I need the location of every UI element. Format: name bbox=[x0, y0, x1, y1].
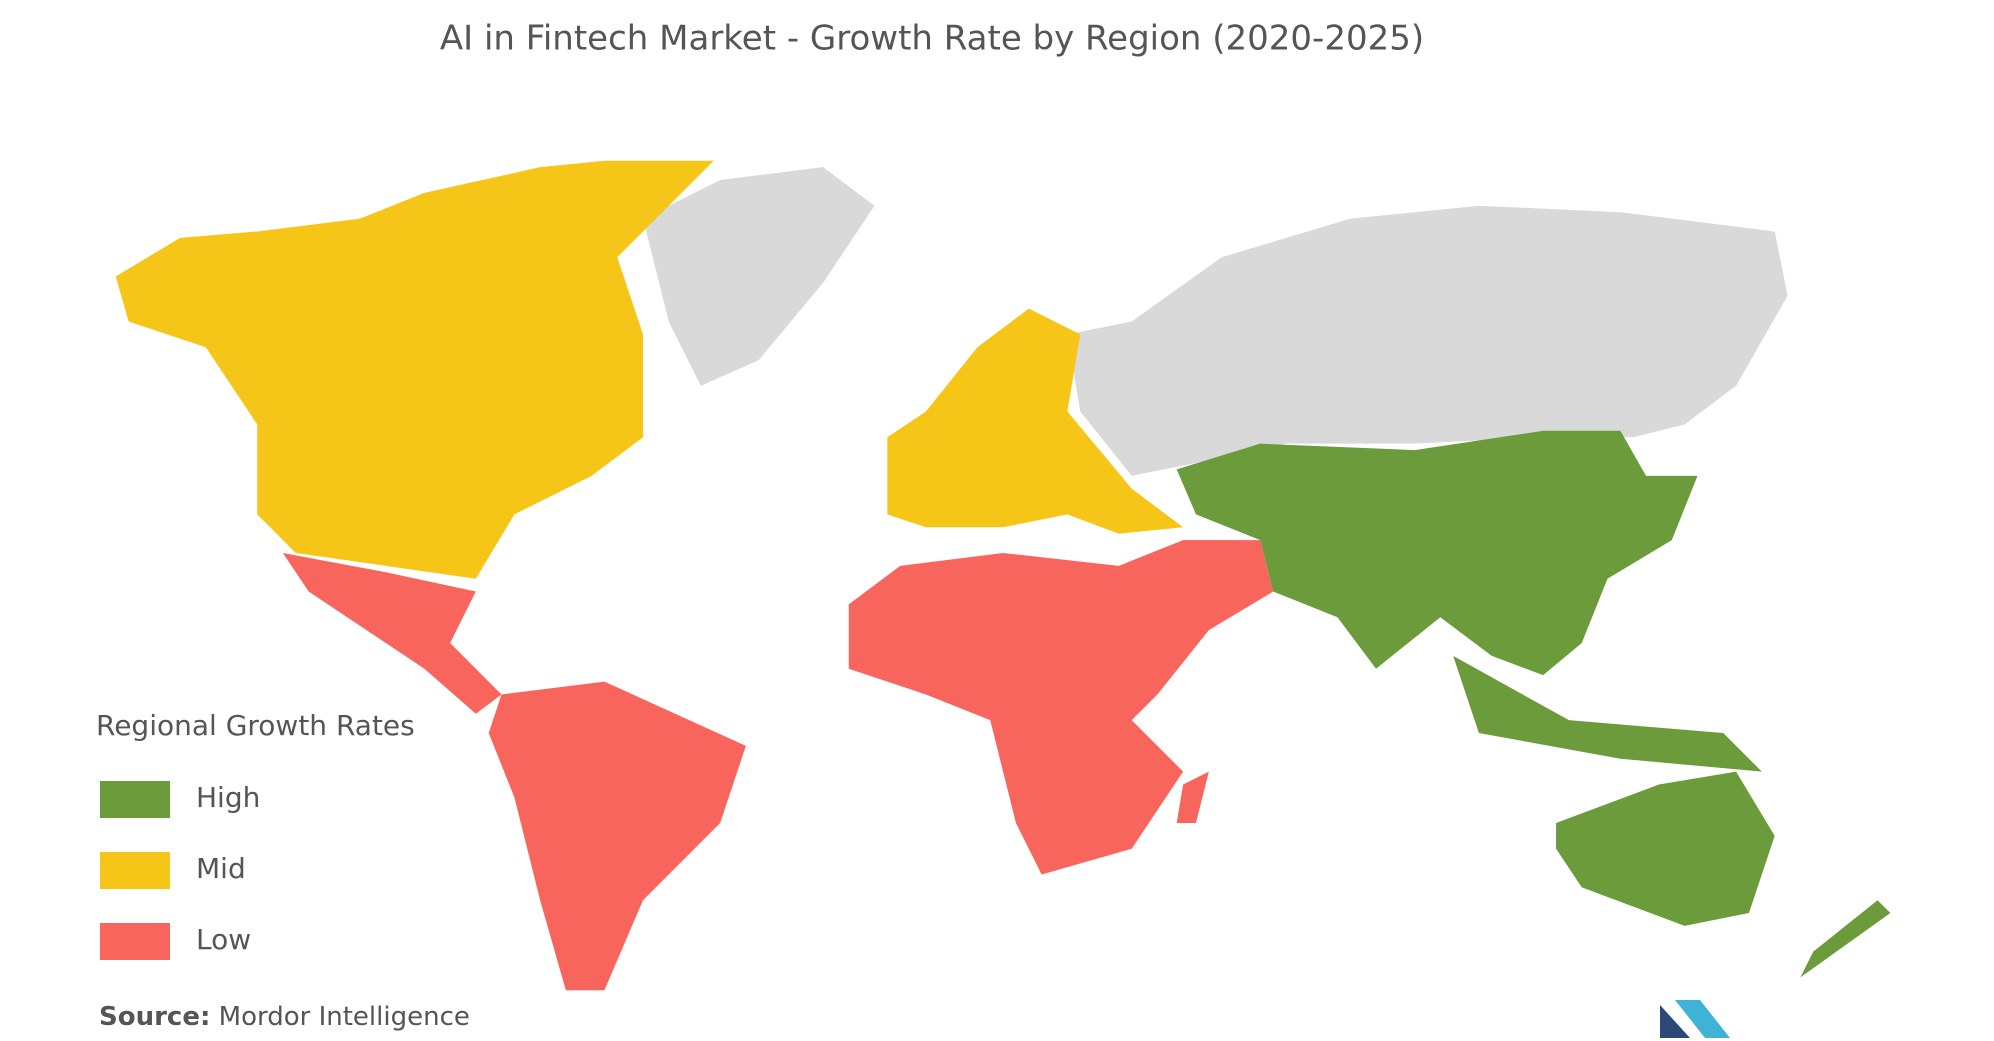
legend-label: High bbox=[196, 781, 260, 814]
legend: Regional Growth Rates High Mid Low bbox=[96, 709, 415, 960]
legend-swatch bbox=[100, 852, 170, 889]
greenland bbox=[643, 167, 875, 386]
south-america bbox=[488, 681, 746, 991]
source: Source: Mordor Intelligence bbox=[99, 1002, 470, 1032]
legend-label: Low bbox=[196, 923, 251, 956]
world-map bbox=[115, 160, 1891, 991]
logo bbox=[1660, 1000, 1730, 1038]
legend-swatch bbox=[100, 781, 170, 818]
madagascar bbox=[1176, 771, 1209, 824]
russia bbox=[1067, 205, 1788, 476]
logo-shape bbox=[1660, 1005, 1690, 1038]
legend-label: Mid bbox=[196, 852, 246, 885]
africa-middle-east bbox=[848, 540, 1274, 875]
legend-swatch bbox=[100, 923, 170, 960]
new-zealand bbox=[1800, 900, 1891, 978]
source-label: Source: bbox=[99, 1002, 210, 1032]
title: AI in Fintech Market - Growth Rate by Re… bbox=[440, 19, 1424, 59]
source-text: Mordor Intelligence bbox=[219, 1002, 470, 1032]
central-america bbox=[282, 552, 502, 714]
north-america bbox=[115, 160, 714, 579]
europe bbox=[887, 308, 1184, 534]
southeast-asia bbox=[1453, 655, 1762, 772]
asia bbox=[1176, 430, 1698, 676]
legend-title: Regional Growth Rates bbox=[96, 709, 415, 742]
logo-shape bbox=[1675, 1000, 1730, 1038]
australia bbox=[1556, 771, 1775, 926]
